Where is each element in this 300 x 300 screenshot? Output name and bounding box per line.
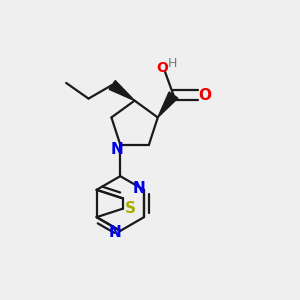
Text: N: N <box>111 142 124 157</box>
Text: O: O <box>198 88 211 103</box>
Text: H: H <box>168 57 177 70</box>
Polygon shape <box>109 81 135 100</box>
Text: N: N <box>109 225 121 240</box>
Text: O: O <box>156 61 168 75</box>
Polygon shape <box>158 92 178 118</box>
Text: S: S <box>124 201 136 216</box>
Text: N: N <box>132 181 145 196</box>
